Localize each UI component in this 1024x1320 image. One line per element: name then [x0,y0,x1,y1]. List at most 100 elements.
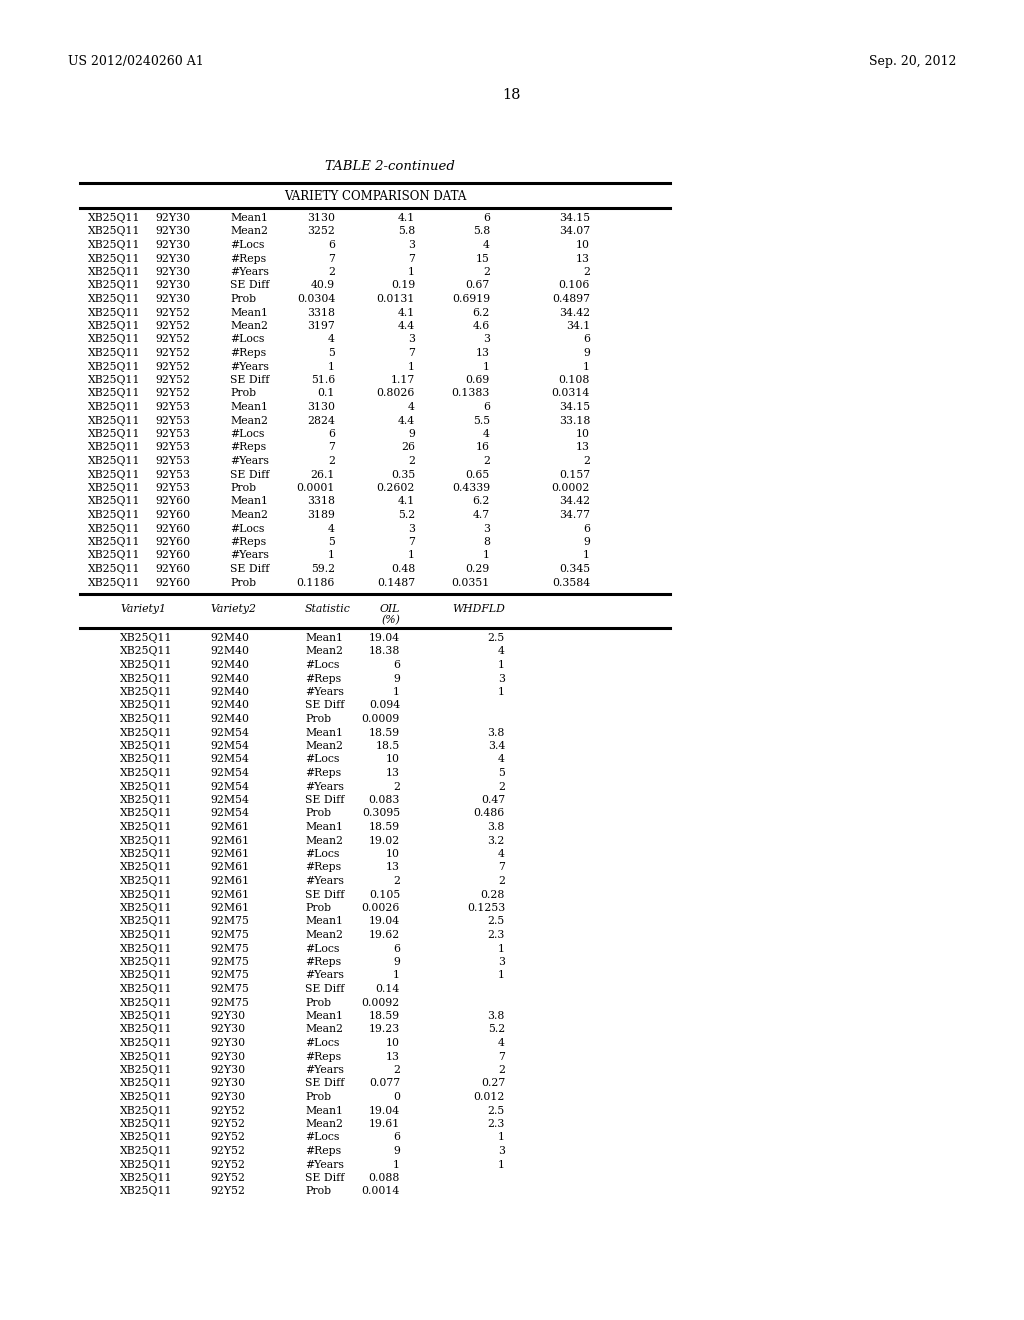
Text: 92M40: 92M40 [210,673,249,684]
Text: XB25Q11: XB25Q11 [88,470,140,479]
Text: 0.1487: 0.1487 [377,578,415,587]
Text: #Locs: #Locs [230,240,264,249]
Text: SE Diff: SE Diff [230,564,269,574]
Text: 19.02: 19.02 [369,836,400,846]
Text: 33.18: 33.18 [559,416,590,425]
Text: Mean2: Mean2 [230,510,268,520]
Text: OIL: OIL [380,605,400,614]
Text: XB25Q11: XB25Q11 [88,455,140,466]
Text: #Reps: #Reps [305,673,341,684]
Text: 8: 8 [483,537,490,546]
Text: 26.1: 26.1 [310,470,335,479]
Text: XB25Q11: XB25Q11 [88,564,140,574]
Text: Mean1: Mean1 [230,496,268,507]
Text: 19.61: 19.61 [369,1119,400,1129]
Text: 0.1253: 0.1253 [467,903,505,913]
Text: 0.105: 0.105 [369,890,400,899]
Text: 0.077: 0.077 [369,1078,400,1089]
Text: 1: 1 [498,686,505,697]
Text: 5.2: 5.2 [397,510,415,520]
Text: 4: 4 [409,403,415,412]
Text: 92M75: 92M75 [210,957,249,968]
Text: 0.108: 0.108 [559,375,590,385]
Text: XB25Q11: XB25Q11 [120,714,172,723]
Text: 19.62: 19.62 [369,931,400,940]
Text: SE Diff: SE Diff [230,375,269,385]
Text: 2.5: 2.5 [487,634,505,643]
Text: Mean1: Mean1 [230,403,268,412]
Text: XB25Q11: XB25Q11 [120,822,172,832]
Text: 4.6: 4.6 [473,321,490,331]
Text: #Years: #Years [230,267,269,277]
Text: 92Y52: 92Y52 [210,1173,245,1183]
Text: 3.8: 3.8 [487,727,505,738]
Text: #Years: #Years [230,455,269,466]
Text: TABLE 2-continued: TABLE 2-continued [325,160,455,173]
Text: Mean2: Mean2 [305,1119,343,1129]
Text: 6: 6 [393,660,400,671]
Text: XB25Q11: XB25Q11 [120,1133,172,1143]
Text: 92Y52: 92Y52 [155,308,190,318]
Text: 2.3: 2.3 [487,931,505,940]
Text: 92M75: 92M75 [210,998,249,1007]
Text: SE Diff: SE Diff [305,701,344,710]
Text: 1.17: 1.17 [391,375,415,385]
Text: #Reps: #Reps [230,253,266,264]
Text: 15: 15 [476,253,490,264]
Text: 92Y30: 92Y30 [155,227,190,236]
Text: 0.65: 0.65 [466,470,490,479]
Text: 2: 2 [498,876,505,886]
Text: 92Y30: 92Y30 [155,253,190,264]
Text: XB25Q11: XB25Q11 [120,957,172,968]
Text: 4: 4 [498,755,505,764]
Text: XB25Q11: XB25Q11 [120,1187,172,1196]
Text: 92M75: 92M75 [210,916,249,927]
Text: 1: 1 [408,362,415,371]
Text: 0.1: 0.1 [317,388,335,399]
Text: 0.2602: 0.2602 [377,483,415,492]
Text: 0.19: 0.19 [391,281,415,290]
Text: 0.29: 0.29 [466,564,490,574]
Text: XB25Q11: XB25Q11 [120,741,172,751]
Text: 1: 1 [498,1133,505,1143]
Text: Statistic: Statistic [305,605,351,614]
Text: 92M54: 92M54 [210,755,249,764]
Text: 2: 2 [498,1065,505,1074]
Text: 1: 1 [393,686,400,697]
Text: XB25Q11: XB25Q11 [120,983,172,994]
Text: Mean2: Mean2 [305,741,343,751]
Text: 1: 1 [483,550,490,561]
Text: XB25Q11: XB25Q11 [120,768,172,777]
Text: Mean1: Mean1 [230,308,268,318]
Text: 92Y52: 92Y52 [155,334,190,345]
Text: 92Y30: 92Y30 [155,294,190,304]
Text: XB25Q11: XB25Q11 [120,1038,172,1048]
Text: 13: 13 [386,862,400,873]
Text: 5: 5 [328,348,335,358]
Text: Prob: Prob [305,808,331,818]
Text: 40.9: 40.9 [311,281,335,290]
Text: 59.2: 59.2 [311,564,335,574]
Text: 2: 2 [393,1065,400,1074]
Text: XB25Q11: XB25Q11 [120,1119,172,1129]
Text: 92M75: 92M75 [210,970,249,981]
Text: 5.8: 5.8 [473,227,490,236]
Text: 6: 6 [328,240,335,249]
Text: 6: 6 [483,403,490,412]
Text: 0.8026: 0.8026 [377,388,415,399]
Text: 4: 4 [498,647,505,656]
Text: #Locs: #Locs [305,660,339,671]
Text: 92Y52: 92Y52 [155,388,190,399]
Text: 0.012: 0.012 [474,1092,505,1102]
Text: 4: 4 [328,334,335,345]
Text: 92Y53: 92Y53 [155,455,190,466]
Text: XB25Q11: XB25Q11 [88,375,140,385]
Text: 0.106: 0.106 [559,281,590,290]
Text: 3189: 3189 [307,510,335,520]
Text: 3.2: 3.2 [487,836,505,846]
Text: XB25Q11: XB25Q11 [120,890,172,899]
Text: XB25Q11: XB25Q11 [120,1011,172,1020]
Text: 92Y30: 92Y30 [210,1011,245,1020]
Text: 18.59: 18.59 [369,1011,400,1020]
Text: XB25Q11: XB25Q11 [120,1159,172,1170]
